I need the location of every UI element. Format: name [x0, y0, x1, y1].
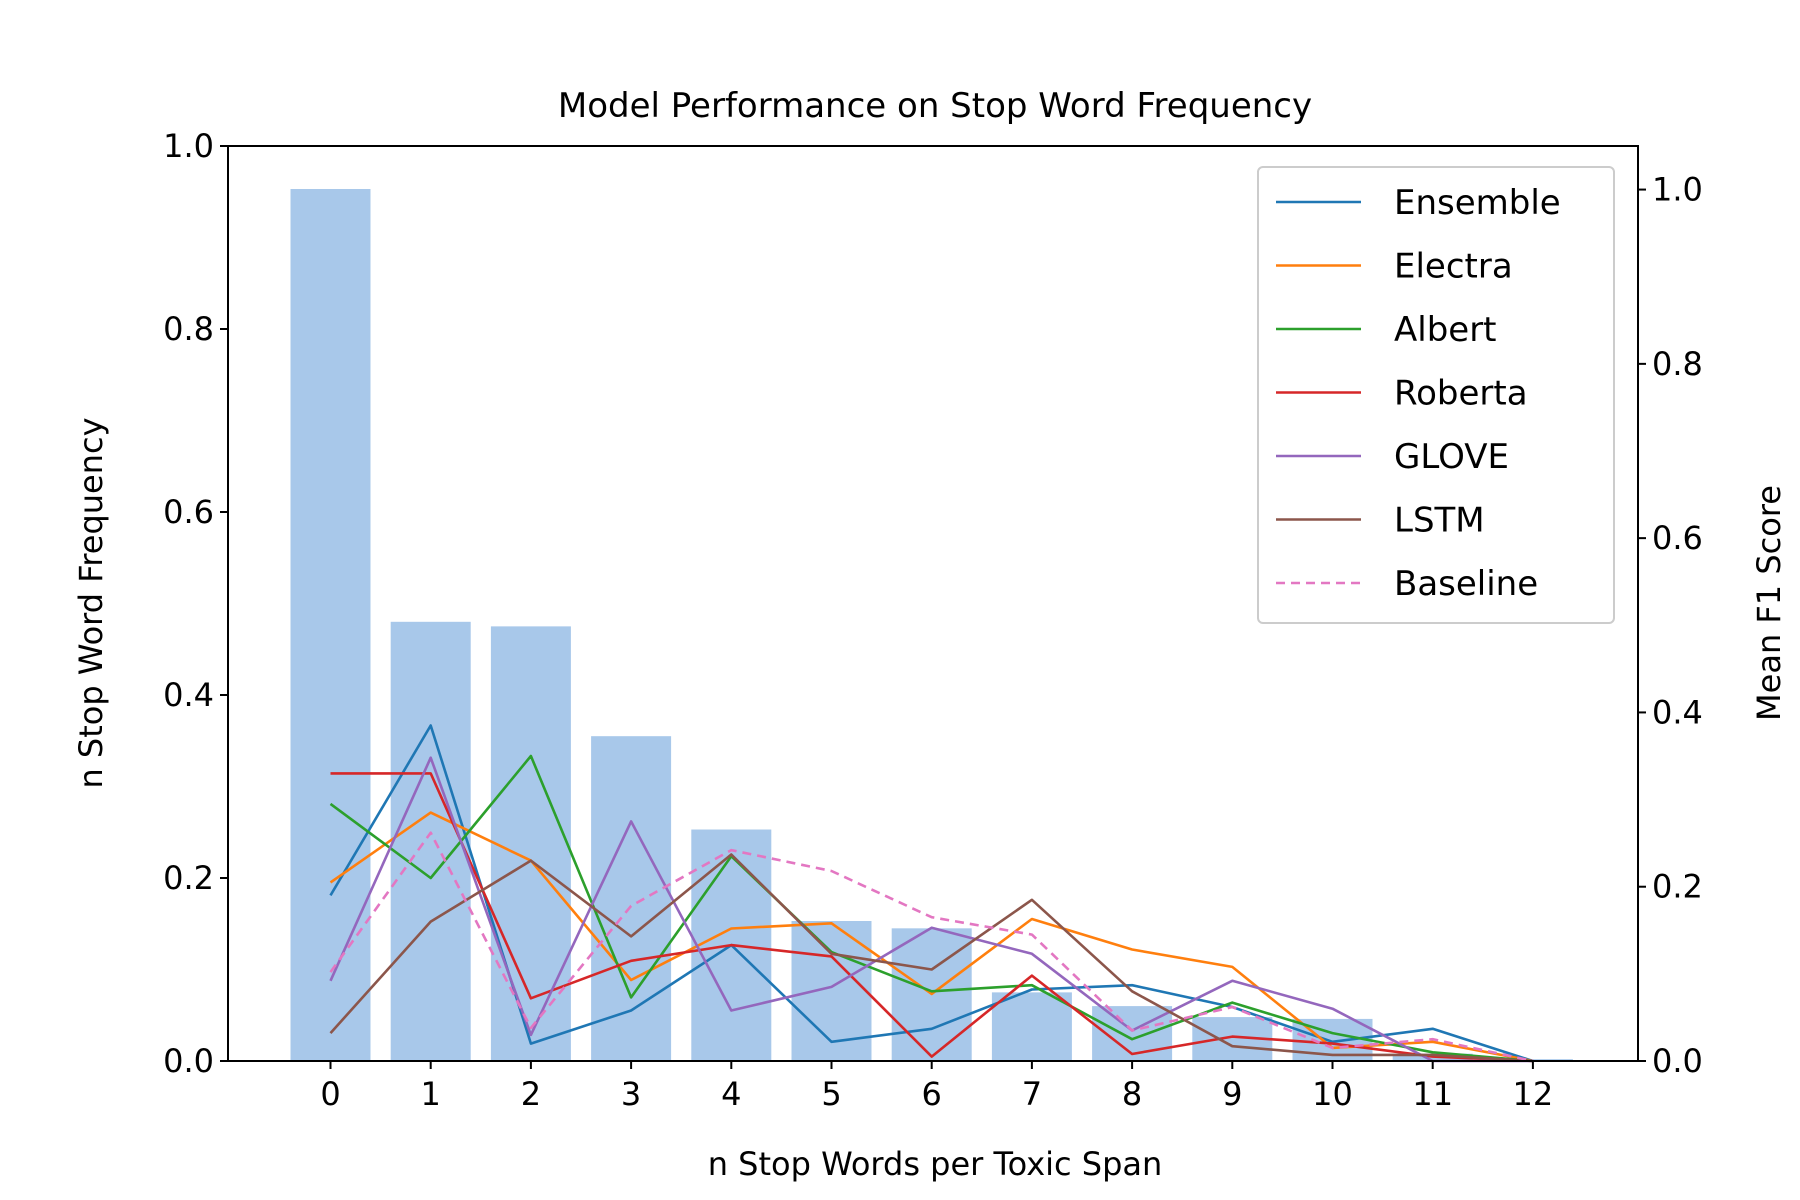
x-axis: 0 1 2 3 4 5 6 7 8 9 10 11 12: [320, 1061, 1553, 1113]
x-axis-label: n Stop Words per Toxic Span: [708, 1145, 1163, 1183]
legend-box: [1257, 166, 1615, 624]
x-tick-label-5: 5: [821, 1075, 841, 1113]
bar-0: [290, 189, 371, 1061]
series-line-baseline: [329, 831, 1534, 1063]
bar-1: [390, 621, 471, 1061]
x-tick-label-4: 4: [721, 1075, 741, 1113]
y2-tick-label-0.8: 0.8: [1652, 345, 1703, 383]
legend-label-electra: Electra: [1394, 247, 1513, 287]
x-tick-label-0: 0: [320, 1075, 340, 1113]
y2-tick-label-0.4: 0.4: [1652, 693, 1703, 731]
x-tick-label-10: 10: [1312, 1075, 1353, 1113]
x-tick-label-2: 2: [521, 1075, 541, 1113]
x-tick-label-7: 7: [1022, 1075, 1042, 1113]
plot-frame: [227, 145, 1639, 1062]
y-tick-label-0.8: 0.8: [163, 310, 214, 348]
y-tick-label-1.0: 1.0: [163, 127, 214, 165]
x-tick-label-12: 12: [1513, 1075, 1554, 1113]
bar-layer: [290, 189, 1573, 1061]
series-line-roberta: [330, 772, 1533, 1063]
chart-title: Model Performance on Stop Word Frequency: [558, 86, 1312, 126]
series-line-lstm: [329, 853, 1533, 1063]
y-tick-label-0.0: 0.0: [163, 1042, 214, 1080]
bar-3: [591, 736, 672, 1061]
series-line-ensemble: [329, 724, 1534, 1063]
legend-label-roberta: Roberta: [1394, 374, 1528, 414]
x-tick-label-8: 8: [1122, 1075, 1142, 1113]
x-tick-label-3: 3: [621, 1075, 641, 1113]
y2-tick-label-0.6: 0.6: [1652, 519, 1703, 557]
legend-label-glove: GLOVE: [1394, 437, 1509, 477]
legend: Ensemble Electra Albert Roberta GLOVE LSTM Bas…: [1257, 166, 1615, 624]
y-tick-label-0.4: 0.4: [163, 676, 214, 714]
series-line-glove: [329, 756, 1533, 1063]
y2-tick-label-0.2: 0.2: [1652, 868, 1703, 906]
x-tick-label-9: 9: [1222, 1075, 1242, 1113]
x-tick-label-1: 1: [421, 1075, 441, 1113]
y-tick-label-0.2: 0.2: [163, 859, 214, 897]
line-layer: [329, 724, 1534, 1063]
bar-7: [991, 992, 1072, 1061]
legend-label-albert: Albert: [1394, 310, 1497, 350]
series-line-albert: [329, 754, 1534, 1063]
y-axis-label: n Stop Word Frequency: [72, 417, 110, 788]
y2-axis-label: Mean F1 Score: [1750, 485, 1788, 721]
y2-tick-label-0.0: 0.0: [1652, 1042, 1703, 1080]
y-axis-left: 0.0 0.2 0.4 0.6 0.8 1.0: [163, 127, 228, 1080]
x-tick-label-11: 11: [1412, 1075, 1453, 1113]
legend-label-ensemble: Ensemble: [1394, 183, 1561, 223]
x-tick-label-6: 6: [922, 1075, 942, 1113]
y-axis-right: 0.0 0.2 0.4 0.6 0.8 1.0: [1638, 171, 1703, 1080]
y-tick-label-0.6: 0.6: [163, 493, 214, 531]
y2-tick-label-1.0: 1.0: [1652, 171, 1703, 209]
legend-label-lstm: LSTM: [1394, 501, 1485, 541]
legend-label-baseline: Baseline: [1394, 564, 1538, 604]
